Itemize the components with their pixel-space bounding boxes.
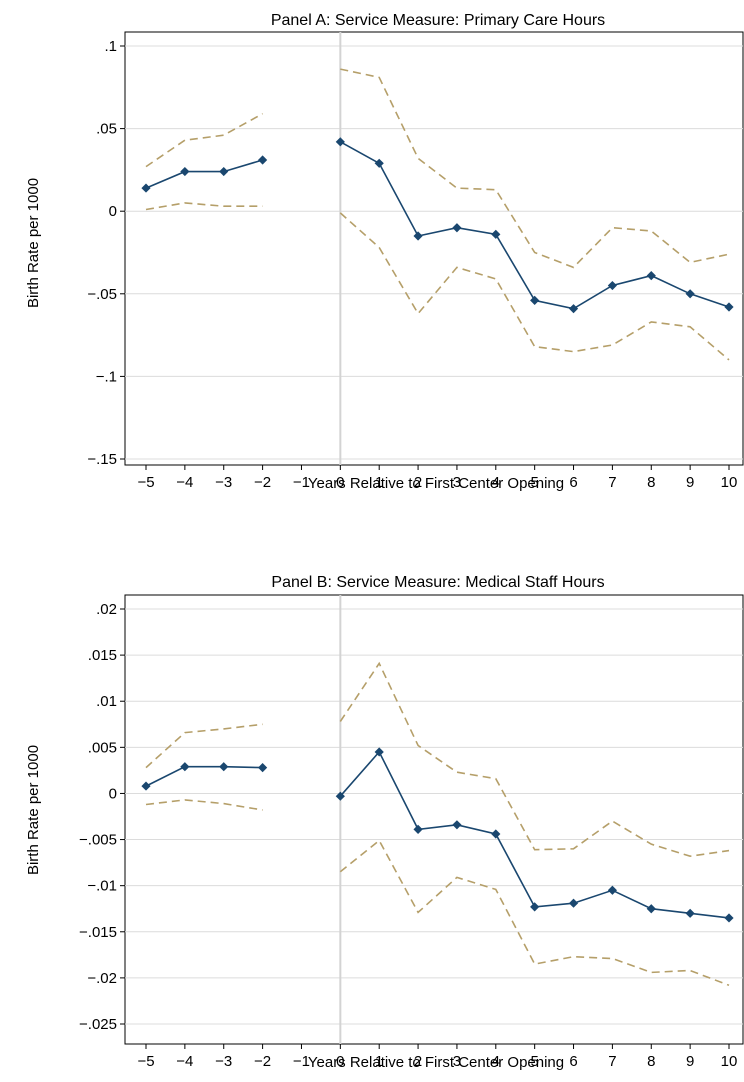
panel-b-x-tick-label: 8: [647, 1053, 655, 1070]
panel-a-estimate-point: [335, 137, 345, 147]
panel-a-x-tick-label: 7: [608, 474, 616, 491]
panel-b-ci-upper-line: [339, 661, 730, 858]
panel-b-estimate-point: [335, 791, 345, 801]
panel-b-x-tick-label: −4: [176, 1053, 193, 1070]
panel-b-title: Panel B: Service Measure: Medical Staff …: [271, 574, 604, 591]
panel-a-estimate-point: [258, 155, 268, 165]
panel-b-estimate-point: [724, 913, 734, 923]
panel-a-ci-upper-line: [145, 112, 263, 168]
panel-b-x-tick-label: 3: [453, 1053, 461, 1070]
panel-b-y-tick-label: −.005: [79, 832, 117, 849]
panel-a-x-tick-label: 0: [336, 474, 344, 491]
panel-a-estimate-point: [452, 223, 462, 233]
panel-a-estimate-point: [607, 280, 617, 291]
panel-b-chart: Panel B: Service Measure: Medical Staff …: [25, 574, 744, 1071]
panel-b-ci-upper-line: [145, 723, 263, 769]
panel-b-y-tick-label: −.01: [87, 878, 117, 895]
panel-a-estimate-point: [374, 158, 384, 168]
panel-a-x-tick-label: 2: [414, 474, 422, 491]
panel-a-x-tick-label: −3: [215, 474, 232, 491]
panel-b-estimate-point: [685, 908, 695, 918]
panel-b-x-tick-label: 7: [608, 1053, 616, 1070]
panel-b-x-tick-label: 1: [375, 1053, 383, 1070]
panel-a-estimate-point: [491, 229, 501, 239]
panel-b-x-tick-label: 6: [569, 1053, 577, 1070]
panel-b-x-tick-label: 0: [336, 1053, 344, 1070]
panel-a-y-tick-label: 0: [109, 203, 117, 220]
panel-b-x-tick-label: 10: [721, 1053, 738, 1070]
panel-b-y-tick-label: −.015: [79, 924, 117, 941]
panel-a-ci-upper-line: [340, 68, 730, 269]
panel-b-y-tick-label: .015: [88, 647, 117, 664]
panel-b-estimate-point: [607, 885, 617, 895]
panel-b-estimate-point: [180, 762, 190, 772]
panel-a-y-tick-label: −.1: [96, 368, 117, 385]
panel-b-estimate-point: [413, 824, 423, 835]
panel-a-y-tick-label: .05: [96, 121, 117, 138]
panel-a-ci-lower-line: [339, 212, 730, 361]
panel-a-plot-frame: [124, 31, 744, 466]
panel-a-x-tick-label: 9: [686, 474, 694, 491]
panel-a-x-tick-label: 1: [375, 474, 383, 491]
panel-b-estimate-point: [141, 781, 151, 791]
panel-b-x-tick-label: 4: [492, 1053, 500, 1070]
panel-a-x-tick-label: 3: [453, 474, 461, 491]
panel-b-y-tick-label: −.025: [79, 1016, 117, 1033]
panel-a-estimate-point: [141, 183, 151, 193]
panel-b-x-axis-title: Years Relative to First Center Opening: [308, 1054, 564, 1071]
panel-b-estimate-point: [646, 904, 656, 914]
panel-a-x-tick-label: 10: [721, 474, 738, 491]
panel-a-y-tick-label: .1: [104, 38, 117, 55]
panel-a-ci-lower-line: [145, 202, 263, 211]
panel-a-estimate-point: [685, 289, 695, 299]
panel-a-estimate-point: [646, 271, 656, 281]
panel-b-x-tick-label: −1: [293, 1053, 310, 1070]
panel-b-estimate-point: [258, 763, 268, 773]
panel-b-y-tick-label: .02: [96, 601, 117, 618]
panel-b-estimate-point: [491, 829, 501, 839]
panel-b-estimate-point: [374, 747, 384, 757]
panel-a-y-tick-label: −.15: [87, 451, 117, 468]
panel-b-x-tick-label: 9: [686, 1053, 694, 1070]
panel-b-estimate-point: [530, 902, 540, 912]
panel-a-estimate-point: [219, 166, 229, 177]
panel-a-x-tick-label: −1: [293, 474, 310, 491]
panel-b-x-tick-label: 2: [414, 1053, 422, 1070]
panel-a-y-axis-title: Birth Rate per 1000: [25, 178, 42, 308]
panel-b-estimate-line: [145, 765, 263, 787]
panel-b-x-tick-label: −5: [137, 1053, 154, 1070]
panel-a-x-tick-label: −2: [254, 474, 271, 491]
panel-b-ci-lower-line: [339, 839, 730, 987]
panel-b-estimate-point: [452, 820, 462, 830]
panel-a-x-tick-label: 5: [530, 474, 538, 491]
panel-a-estimate-point: [724, 302, 734, 312]
panel-b-x-tick-label: −3: [215, 1053, 232, 1070]
panel-b-y-axis-title: Birth Rate per 1000: [25, 745, 42, 875]
panel-a-estimate-point: [568, 304, 579, 314]
panel-a-chart: Panel A: Service Measure: Primary Care H…: [25, 12, 744, 492]
panel-b-y-tick-label: .005: [88, 739, 117, 756]
panel-a-x-tick-label: 6: [569, 474, 577, 491]
panel-b-y-tick-label: 0: [109, 785, 117, 802]
panel-a-x-tick-label: −4: [176, 474, 193, 491]
panel-b-y-tick-label: −.02: [87, 970, 117, 987]
panel-a-title: Panel A: Service Measure: Primary Care H…: [271, 12, 605, 29]
panel-b-estimate-point: [219, 762, 229, 772]
panel-a-x-tick-label: 8: [647, 474, 655, 491]
panel-b-estimate-point: [568, 898, 579, 908]
panel-b-y-tick-label: .01: [96, 693, 117, 710]
panel-a-x-tick-label: −5: [137, 474, 154, 491]
panel-a-x-axis-title: Years Relative to First Center Opening: [308, 475, 564, 492]
panel-b-ci-lower-line: [145, 799, 263, 811]
panel-b-x-tick-label: −2: [254, 1053, 271, 1070]
panel-a-estimate-point: [180, 166, 190, 177]
panel-a-estimate-point: [413, 231, 423, 241]
panel-a-estimate-point: [530, 295, 540, 306]
panel-a-y-tick-label: −.05: [87, 286, 117, 303]
panel-a-estimate-line: [145, 159, 263, 189]
panel-b-plot-frame: [124, 594, 744, 1045]
panel-b-x-tick-label: 5: [530, 1053, 538, 1070]
panel-a-x-tick-label: 4: [492, 474, 500, 491]
